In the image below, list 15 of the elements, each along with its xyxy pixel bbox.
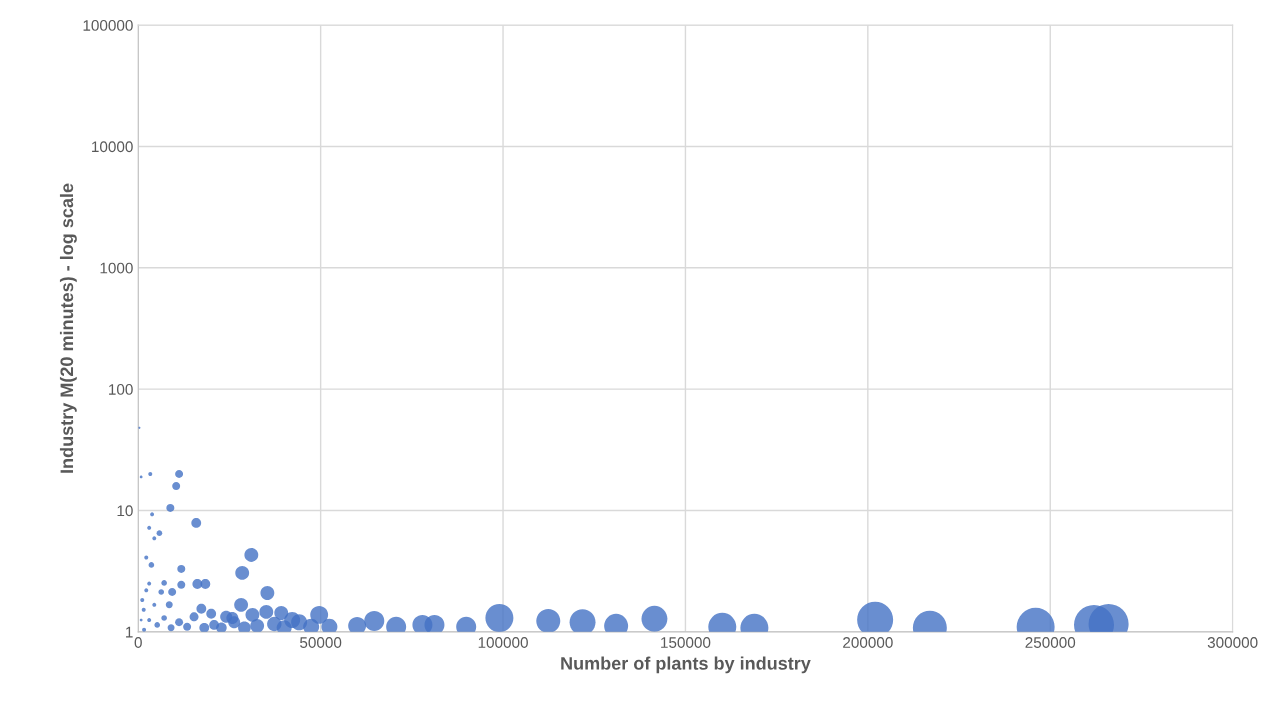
y-tick-label: 100 [109,384,133,395]
x-axis-title: Number of plants by industry [561,656,811,674]
x-tick-label: 250000 [1025,637,1076,648]
x-tick-label: 50000 [300,637,342,648]
y-tick-label: 100000 [83,20,133,31]
x-tick-label: 200000 [843,637,893,648]
y-tick-label: 1 [126,626,133,638]
y-tick-label: 1000 [100,262,133,274]
y-tick-label: 10000 [92,141,133,153]
x-tick-label: 150000 [661,637,711,648]
x-tick-label: 300000 [1207,637,1258,648]
y-axis-title: Industry M(20 minutes) - log scale [59,183,77,473]
y-tick-label: 10 [117,505,133,517]
x-tick-label: 100000 [478,637,528,648]
x-tick-label: 0 [134,637,142,648]
